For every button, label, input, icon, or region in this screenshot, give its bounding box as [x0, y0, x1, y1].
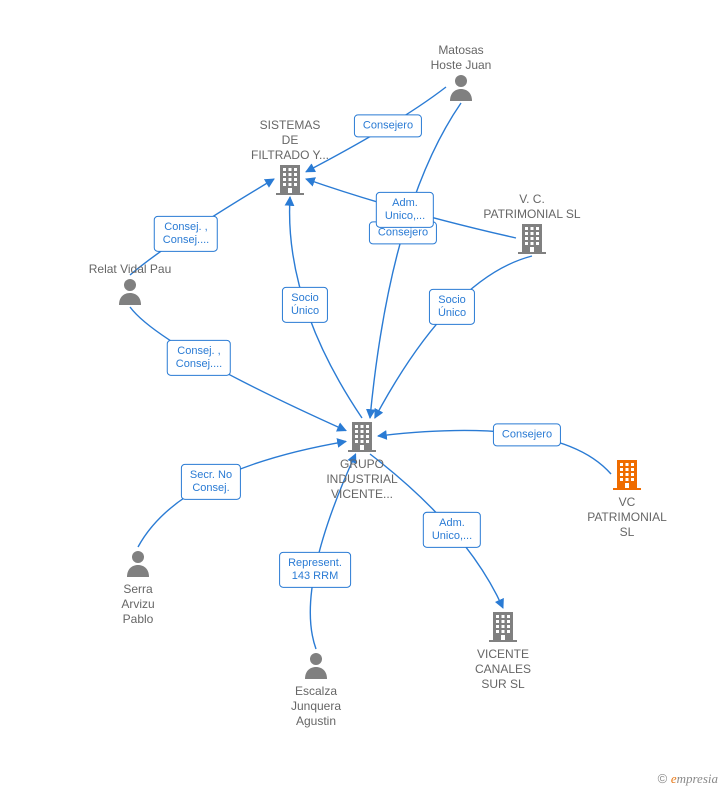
node-escalza[interactable]: Escalza Junquera Agustin [256, 651, 376, 729]
person-icon [303, 666, 329, 683]
edge-label-vcpatsl-sistemas: Adm. Unico,... [376, 192, 434, 228]
node-relat[interactable]: Relat Vidal Pau [70, 262, 190, 310]
node-label-relat: Relat Vidal Pau [70, 262, 190, 277]
node-vcpatsl[interactable]: V. C. PATRIMONIAL SL [472, 192, 592, 259]
node-vcorange[interactable]: VC PATRIMONIAL SL [567, 458, 687, 540]
node-sistemas[interactable]: SISTEMAS DE FILTRADO Y... [230, 118, 350, 200]
node-label-vicente: VICENTE CANALES SUR SL [443, 647, 563, 692]
node-label-vcpatsl: V. C. PATRIMONIAL SL [472, 192, 592, 222]
edge-label-relat-sistemas: Consej. , Consej.... [154, 216, 218, 252]
person-icon [117, 292, 143, 309]
building-icon [489, 629, 517, 646]
edge-label-vcpatsl-grupo: Socio Único [429, 289, 475, 325]
node-label-serra: Serra Arvizu Pablo [78, 582, 198, 627]
node-label-matosas: Matosas Hoste Juan [401, 43, 521, 73]
node-serra[interactable]: Serra Arvizu Pablo [78, 549, 198, 627]
edge-label-vcorange-grupo: Consejero [493, 423, 561, 446]
node-label-escalza: Escalza Junquera Agustin [256, 684, 376, 729]
edge-relat-grupo [130, 307, 346, 431]
edge-vcpatsl-grupo [375, 256, 532, 418]
building-icon [613, 477, 641, 494]
node-matosas[interactable]: Matosas Hoste Juan [401, 43, 521, 106]
node-label-vcorange: VC PATRIMONIAL SL [567, 495, 687, 540]
node-label-grupo: GRUPO INDUSTRIAL VICENTE... [302, 457, 422, 502]
edge-label-relat-grupo: Consej. , Consej.... [167, 340, 231, 376]
edge-label-grupo-sistemas: Socio Único [282, 287, 328, 323]
edge-label-escalza-grupo: Represent. 143 RRM [279, 552, 351, 588]
building-icon [518, 241, 546, 258]
node-label-sistemas: SISTEMAS DE FILTRADO Y... [230, 118, 350, 163]
edge-label-grupo-vicente: Adm. Unico,... [423, 512, 481, 548]
edge-label-serra-grupo: Secr. No Consej. [181, 464, 241, 500]
building-icon [276, 182, 304, 199]
person-icon [125, 564, 151, 581]
node-grupo[interactable]: GRUPO INDUSTRIAL VICENTE... [302, 420, 422, 502]
building-icon [348, 439, 376, 456]
node-vicente[interactable]: VICENTE CANALES SUR SL [443, 610, 563, 692]
person-icon [448, 88, 474, 105]
edge-matosas-grupo [370, 103, 461, 418]
edge-label-matosas-sistemas: Consejero [354, 114, 422, 137]
